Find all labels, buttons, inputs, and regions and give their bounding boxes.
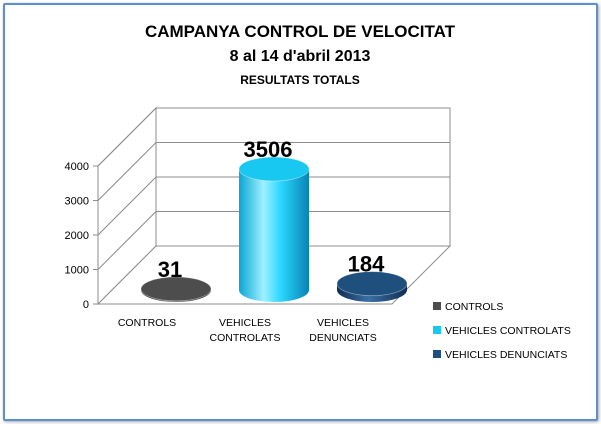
legend-label: VEHICLES DENUNCIATS <box>445 349 567 361</box>
data-label: 31 <box>158 257 182 282</box>
bars <box>140 156 408 302</box>
bar-top <box>140 276 212 302</box>
x-tick-label: VEHICLES <box>317 317 369 329</box>
x-tick-label: CONTROLATS <box>210 332 281 344</box>
data-label: 184 <box>348 252 385 277</box>
legend-item: VEHICLES CONTROLATS <box>433 325 571 337</box>
bar <box>336 271 408 302</box>
legend-item: CONTROLS <box>433 301 503 313</box>
legend-swatch <box>433 302 441 310</box>
bar <box>140 276 212 302</box>
gridline <box>97 176 450 236</box>
x-axis-labels: CONTROLS VEHICLES CONTROLATS VEHICLES DENUNC… <box>118 317 377 344</box>
y-tick-label: 1000 <box>65 265 89 277</box>
legend-swatch <box>433 350 441 358</box>
legend-swatch <box>433 326 441 334</box>
legend-label: CONTROLS <box>445 301 503 313</box>
legend-item: VEHICLES DENUNCIATS <box>433 349 567 361</box>
bar <box>238 156 310 302</box>
x-tick-label: DENUNCIATS <box>309 332 376 344</box>
data-labels: 31 3506 184 <box>158 137 385 282</box>
bar-body <box>337 283 407 302</box>
bar-top <box>336 271 408 297</box>
x-tick-label: VEHICLES <box>219 317 271 329</box>
bar-top <box>238 156 310 182</box>
legend-label: VEHICLES CONTROLATS <box>445 325 571 337</box>
y-tick-label: 2000 <box>65 230 89 242</box>
chart-subtitle-2: RESULTATS TOTALS <box>240 73 360 87</box>
chart-title: CAMPANYA CONTROL DE VELOCITAT <box>145 22 456 41</box>
legend: CONTROLS VEHICLES CONTROLATS VEHICLES DENU… <box>433 301 571 361</box>
chart-title-group: CAMPANYA CONTROL DE VELOCITAT 8 al 14 d'… <box>145 22 456 87</box>
y-tick-label: 3000 <box>65 196 89 208</box>
y-tick-label: 0 <box>83 299 89 311</box>
gridline <box>97 211 450 270</box>
y-axis-ticks: 0 1000 2000 3000 4000 <box>65 161 98 311</box>
gridline <box>97 142 450 201</box>
bar-body <box>239 169 309 302</box>
gridline <box>97 107 450 167</box>
chart-subtitle: 8 al 14 d'abril 2013 <box>230 48 371 65</box>
y-tick-label: 4000 <box>65 161 89 173</box>
x-tick-label: CONTROLS <box>118 317 176 329</box>
data-label: 3506 <box>244 137 293 162</box>
gridlines <box>97 107 450 270</box>
